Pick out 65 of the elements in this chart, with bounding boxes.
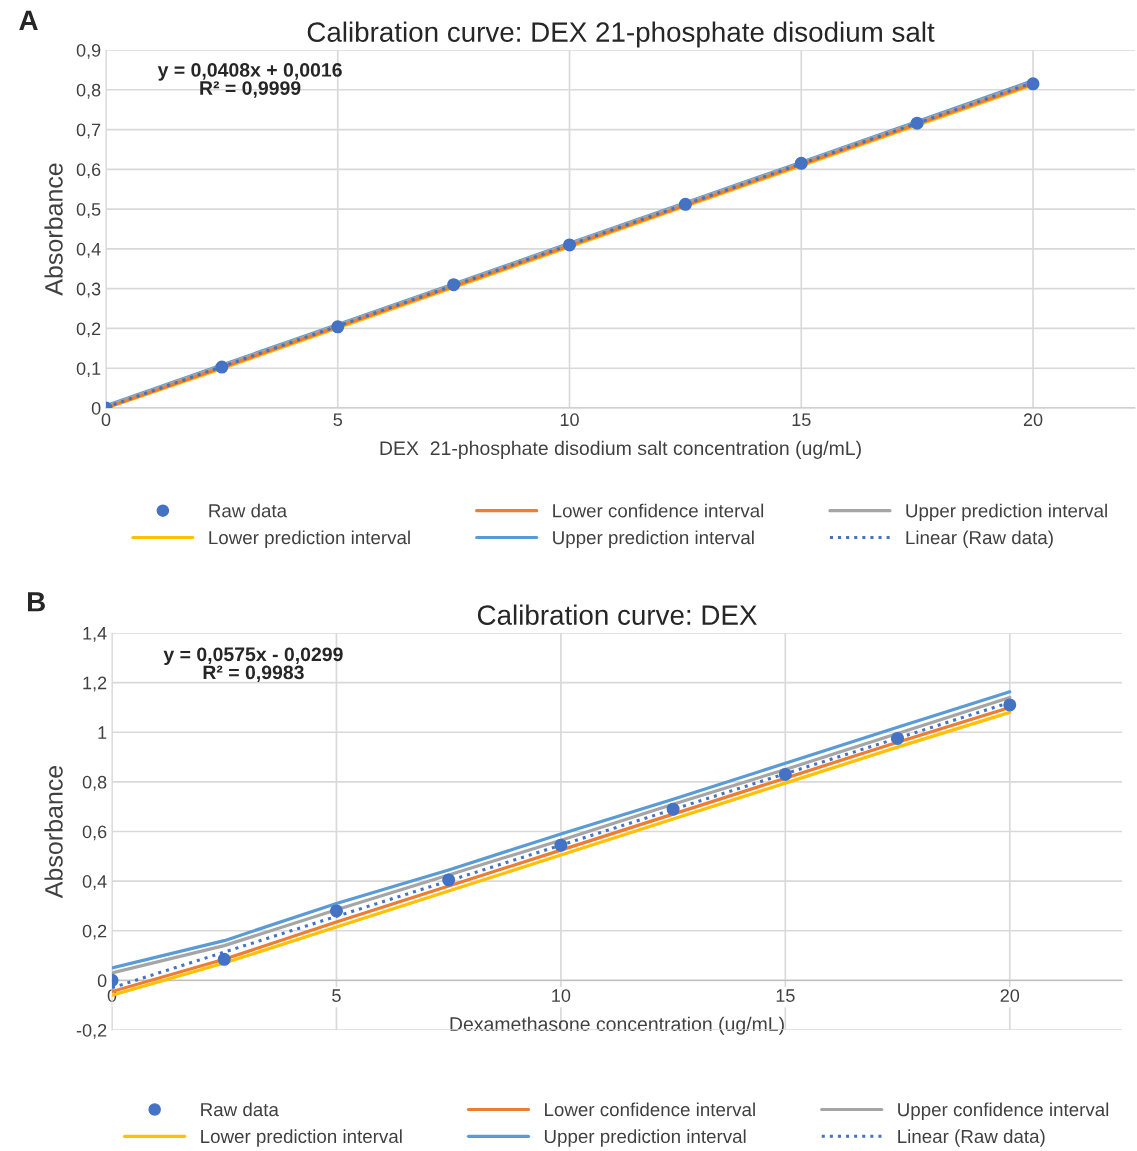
legend-label: Lower confidence interval xyxy=(545,1102,755,1117)
point xyxy=(215,360,229,374)
point xyxy=(442,873,456,887)
y-tick-label: 0,4 xyxy=(76,242,101,258)
point xyxy=(331,320,345,334)
legend-label: Upper prediction interval xyxy=(553,530,754,548)
chart-title: Calibration curve: DEX xyxy=(477,604,757,625)
x-axis-title: DEX 21-phosphate disodium salt concentration (ug/mL) xyxy=(380,440,861,459)
y-tick-label: 0,6 xyxy=(76,163,101,179)
legend-label: Upper prediction interval xyxy=(906,503,1107,522)
y-tick-label: 0,9 xyxy=(76,43,101,59)
point xyxy=(910,116,924,130)
legend-label: Upper confidence interval xyxy=(898,1102,1109,1120)
y-tick-label: -0,2 xyxy=(76,1023,107,1039)
x-tick-label: 20 xyxy=(1000,989,1020,1002)
point xyxy=(778,767,792,781)
y-tick-label: 0 xyxy=(97,974,107,988)
x-tick-label: 5 xyxy=(333,413,343,427)
x-tick-label: 10 xyxy=(552,989,571,1002)
point xyxy=(1026,77,1040,91)
y-tick-label: 0 xyxy=(91,401,101,415)
legend-label: Raw data xyxy=(201,1102,279,1117)
point xyxy=(666,802,680,816)
chart-title: Calibration curve: DEX 21-phosphate disodium salt xyxy=(307,21,935,48)
y-tick-label: 1,4 xyxy=(83,627,107,642)
y-tick-label: 0,1 xyxy=(76,362,101,378)
point xyxy=(329,904,343,918)
x-tick-label: 20 xyxy=(1023,413,1043,427)
y-tick-label: 0,6 xyxy=(82,825,107,841)
y-tick-label: 1 xyxy=(98,726,107,739)
y-tick-label: 0,4 xyxy=(82,875,107,890)
point xyxy=(678,197,692,211)
y-tick-label: 0,7 xyxy=(76,123,101,139)
point xyxy=(563,238,577,252)
y-tick-label: 0,3 xyxy=(76,282,101,298)
y-tick-label: 1,2 xyxy=(83,676,107,692)
x-tick-label: 15 xyxy=(792,413,811,427)
point xyxy=(447,278,461,292)
y-axis-title: Absorbance xyxy=(44,163,63,296)
x-tick-label: 15 xyxy=(776,989,795,1002)
annotation: y = 0,0408x + 0,0016 R² = 0,9999 xyxy=(157,63,342,98)
point xyxy=(794,156,808,170)
y-tick-label: 0,5 xyxy=(76,203,101,218)
text: A xyxy=(19,10,38,30)
legend-label: Lower prediction interval xyxy=(209,530,410,548)
x-axis-title: Dexamethasone concentration (ug/mL) xyxy=(450,1016,784,1035)
x-tick-label: 10 xyxy=(560,413,579,427)
point xyxy=(217,952,231,966)
y-tick-label: 0,8 xyxy=(76,83,101,99)
y-tick-label: 0,2 xyxy=(82,924,107,940)
legend-label: Linear (Raw data) xyxy=(906,530,1053,548)
legend-label: Lower confidence interval xyxy=(553,503,764,518)
x-tick-label: 5 xyxy=(332,989,341,1002)
y-tick-label: 0,2 xyxy=(76,322,101,338)
legend-label: Upper prediction interval xyxy=(544,1129,746,1147)
text: B xyxy=(28,592,45,612)
point xyxy=(891,731,905,745)
annotation: y = 0,0575x - 0,0299 R² = 0,9983 xyxy=(163,647,343,683)
legend-label: Raw data xyxy=(209,503,288,518)
y-axis-title: Absorbance xyxy=(44,765,63,899)
y-tick-label: 0,8 xyxy=(82,775,107,791)
legend-label: Lower prediction interval xyxy=(201,1129,402,1147)
point xyxy=(554,838,568,852)
point xyxy=(1003,698,1017,712)
legend-label: Linear (Raw data) xyxy=(898,1129,1045,1147)
